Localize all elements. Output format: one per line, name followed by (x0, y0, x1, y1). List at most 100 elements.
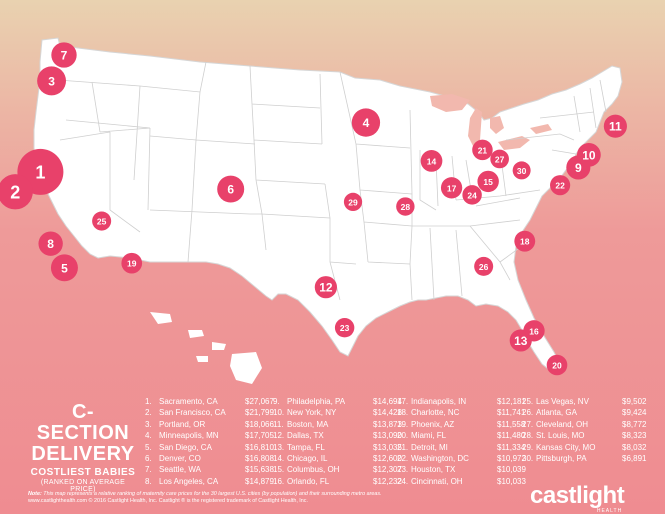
ranking-rank: 18. (397, 408, 409, 418)
ranking-city: Cincinnati, OH (411, 476, 463, 486)
city-marker-label-18: 18 (520, 237, 530, 247)
ranking-rank: 20. (397, 431, 409, 441)
city-marker-label-29: 29 (348, 197, 358, 207)
hawaii-islands (150, 312, 262, 384)
ranking-row: 18. Charlotte, NC $11,741 (397, 407, 525, 418)
ranking-rank: 7. (145, 465, 152, 475)
ranking-price: $9,424 (622, 408, 647, 418)
ranking-column: 1. Sacramento, CA $27,067 2. San Francisco, … (145, 396, 274, 487)
ranking-price: $13,035 (373, 442, 402, 452)
ranking-row: 5. San Diego, CA $16,810 (145, 442, 274, 453)
city-marker-label-7: 7 (61, 49, 68, 63)
ranking-price: $17,705 (245, 431, 274, 441)
ranking-rank: 24. (397, 476, 409, 486)
ranking-city: Portland, OR (159, 419, 206, 429)
city-marker-17 (440, 177, 463, 199)
city-marker-label-14: 14 (427, 156, 437, 166)
city-marker-26 (474, 256, 494, 276)
city-marker-label-21: 21 (478, 145, 488, 155)
city-marker-7 (51, 42, 77, 68)
city-marker-label-20: 20 (552, 361, 562, 371)
city-marker-5 (50, 254, 78, 282)
city-marker-14 (420, 150, 443, 172)
ranking-price: $18,066 (245, 419, 274, 429)
ranking-price: $11,334 (497, 442, 526, 452)
ranking-city: Las Vegas, NV (536, 397, 589, 406)
ranking-price: $14,694 (373, 397, 402, 406)
city-marker-label-22: 22 (555, 181, 565, 191)
ranking-row: 1. Sacramento, CA $27,067 (145, 396, 274, 407)
ranking-rank: 13. (273, 442, 285, 452)
ranking-rank: 11. (273, 419, 284, 429)
ranking-row: 13. Tampa, FL $13,035 (273, 442, 402, 453)
ranking-rank: 14. (273, 453, 285, 463)
city-marker-label-11: 11 (609, 120, 622, 134)
ranking-city: Washington, DC (411, 453, 469, 463)
ranking-city: Cleveland, OH (536, 419, 589, 429)
ranking-city: Minneapolis, MN (159, 431, 219, 441)
ranking-rank: 22. (397, 453, 409, 463)
copyright-text: www.castlighthealth.com © 2016 Castlight… (28, 498, 308, 504)
ranking-city: Charlotte, NC (411, 408, 460, 418)
ranking-city: Atlanta, GA (536, 408, 577, 418)
city-marker-2 (0, 174, 33, 210)
city-marker-15 (477, 170, 499, 193)
ranking-city: Indianapolis, IN (411, 397, 467, 406)
city-marker-16 (523, 320, 545, 342)
ranking-city: Tampa, FL (287, 442, 325, 452)
ranking-price: $8,032 (622, 442, 647, 452)
city-marker-label-12: 12 (319, 281, 333, 295)
ranking-city: Boston, MA (287, 419, 329, 429)
ranking-city: St. Louis, MO (536, 431, 585, 441)
city-marker-12 (314, 276, 337, 299)
ranking-row: 4. Minneapolis, MN $17,705 (145, 430, 274, 441)
ranking-price: $6,891 (622, 453, 647, 463)
footnote: Note: This map represents a relative ran… (28, 491, 548, 505)
ranking-row: 26. Atlanta, GA $9,424 (522, 407, 646, 418)
ranking-city: San Francisco, CA (159, 408, 226, 418)
ranking-rank: 25. (522, 397, 534, 406)
subtitle: COSTLIEST BABIES (30, 467, 136, 478)
subtitle-note: (RANKED ON AVERAGE PRICE) (40, 479, 126, 493)
ranking-price: $10,972 (497, 453, 526, 463)
ranking-price: $12,181 (497, 397, 526, 406)
city-marker-label-5: 5 (61, 261, 68, 275)
city-marker-label-1: 1 (35, 162, 45, 182)
ranking-city: Pittsburgh, PA (536, 453, 587, 463)
city-marker-10 (576, 142, 601, 167)
ranking-row: 21. Detroit, MI $11,334 (397, 442, 525, 453)
ranking-rank: 1. (145, 397, 152, 406)
ranking-row: 23. Houston, TX $10,039 (397, 464, 526, 475)
city-marker-label-4: 4 (363, 116, 370, 130)
title-line-1: C-SECTION (36, 401, 130, 444)
ranking-price: $14,428 (373, 408, 402, 418)
ranking-price: $8,772 (622, 419, 647, 429)
city-marker-6 (217, 175, 245, 203)
ranking-city: Columbus, OH (287, 465, 340, 475)
city-marker-28 (396, 197, 415, 216)
ranking-row: 22. Washington, DC $10,972 (397, 453, 526, 464)
state-borders (57, 61, 607, 301)
note-label: Note: (28, 491, 42, 497)
city-marker-label-8: 8 (47, 237, 54, 251)
city-marker-27 (490, 149, 509, 169)
ranking-city: Sacramento, CA (159, 397, 218, 406)
ranking-price: $11,480 (497, 431, 526, 441)
ranking-city: Seattle, WA (159, 465, 201, 475)
city-marker-30 (512, 161, 531, 180)
ranking-rank: 27. (522, 419, 534, 429)
ranking-price: $13,873 (373, 419, 402, 429)
ranking-city: Orlando, FL (287, 476, 330, 486)
ranking-row: 2. San Francisco, CA $21,799 (145, 407, 274, 418)
city-marker-label-15: 15 (483, 177, 493, 187)
ranking-column: 9. Philadelphia, PA $14,694 10. New York, NY… (273, 396, 402, 487)
ranking-row: 30. Pittsburgh, PA $6,891 (522, 453, 646, 464)
city-marker-label-28: 28 (401, 202, 411, 212)
ranking-rank: 23. (397, 465, 409, 475)
ranking-city: San Diego, CA (159, 442, 212, 452)
ranking-column: 17. Indianapolis, IN $12,181 18. Charlotte, … (397, 396, 526, 487)
city-marker-20 (546, 354, 568, 376)
city-marker-label-2: 2 (10, 182, 20, 202)
ranking-rank: 2. (145, 408, 152, 418)
